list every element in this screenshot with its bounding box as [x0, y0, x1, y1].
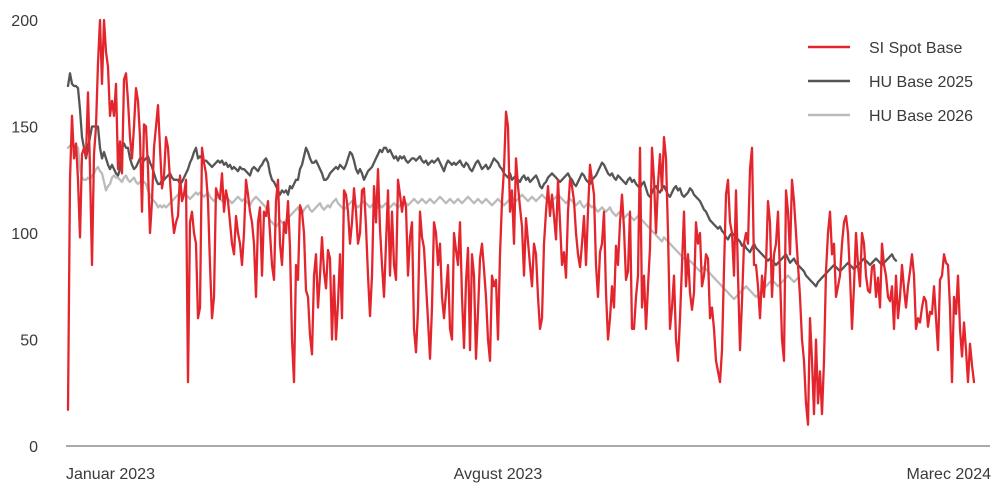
y-tick-label: 50: [20, 333, 38, 350]
legend-label: HU Base 2026: [869, 108, 973, 125]
legend-label: HU Base 2025: [869, 74, 973, 91]
x-tick-label: Avgust 2023: [454, 466, 543, 483]
series-line-si-spot-base: [66, 18, 976, 426]
legend: SI Spot Base HU Base 2025 HU Base 2026: [808, 40, 973, 125]
y-tick-label: 200: [11, 13, 38, 30]
series-line-hu-base-2025: [66, 72, 898, 288]
x-axis-tick-labels: Januar 2023 Avgust 2023 Marec 2024: [66, 466, 991, 483]
legend-label: SI Spot Base: [869, 40, 962, 57]
series-lines: [66, 18, 976, 426]
series-line-hu-base-2026: [66, 142, 800, 301]
y-tick-label: 150: [11, 120, 38, 137]
x-tick-label: Marec 2024: [907, 466, 992, 483]
y-tick-label: 100: [11, 226, 38, 243]
x-tick-label: Januar 2023: [66, 466, 155, 483]
y-tick-label: 0: [29, 439, 38, 456]
y-axis-tick-labels: 0 50 100 150 200: [11, 13, 38, 456]
